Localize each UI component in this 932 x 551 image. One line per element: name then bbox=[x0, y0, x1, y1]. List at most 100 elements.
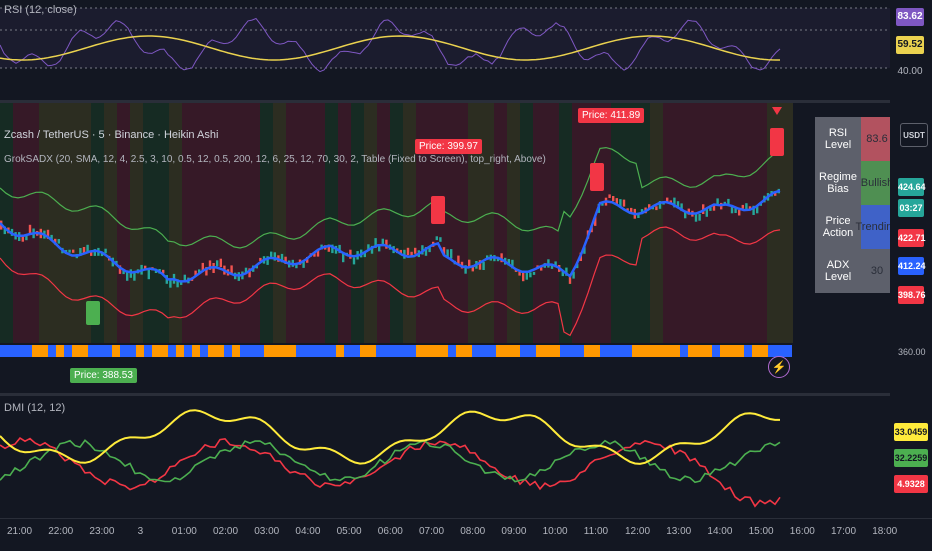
regime-strip-cell bbox=[336, 345, 344, 357]
regime-strip-cell bbox=[288, 345, 296, 357]
regime-strip-cell bbox=[24, 345, 32, 357]
regime-band bbox=[416, 103, 429, 343]
lightning-icon[interactable]: ⚡ bbox=[768, 356, 790, 378]
candle bbox=[126, 272, 129, 281]
candle bbox=[342, 252, 345, 263]
regime-strip-cell bbox=[696, 345, 704, 357]
regime-band bbox=[624, 103, 637, 343]
regime-strip-cell bbox=[8, 345, 16, 357]
rsi-level-tag: 40.00 bbox=[897, 66, 923, 77]
rsi-line bbox=[0, 17, 781, 73]
time-tick: 21:00 bbox=[7, 526, 33, 537]
regime-strip-cell bbox=[312, 345, 320, 357]
candle bbox=[3, 226, 6, 235]
time-tick: 07:00 bbox=[419, 526, 445, 537]
pane-separator[interactable] bbox=[0, 100, 932, 103]
regime-band bbox=[13, 103, 26, 343]
regime-strip-cell bbox=[272, 345, 280, 357]
candle bbox=[478, 260, 482, 270]
dmi-legend[interactable]: DMI (12, 12) bbox=[4, 402, 66, 414]
rsi-legend[interactable]: RSI (12, close) bbox=[4, 4, 77, 16]
candle bbox=[244, 267, 248, 273]
sell-price-label: Price: 399.97 bbox=[415, 139, 482, 154]
main-chart-pane[interactable]: Zcash / TetherUS · 5 · Binance · Heikin … bbox=[0, 103, 932, 393]
candle bbox=[424, 247, 428, 256]
regime-strip-cell bbox=[736, 345, 744, 357]
regime-band bbox=[546, 103, 559, 343]
candle bbox=[259, 257, 262, 262]
regime-strip-cell bbox=[552, 345, 560, 357]
table-row: RSI Level 83.6 bbox=[815, 117, 893, 161]
table-key: ADX Level bbox=[815, 249, 861, 293]
regime-strip-cell bbox=[64, 345, 72, 357]
candle bbox=[118, 265, 122, 274]
time-tick: 14:00 bbox=[707, 526, 733, 537]
candle bbox=[414, 247, 417, 254]
buy-price-label: Price: 388.53 bbox=[70, 368, 137, 383]
time-tick: 02:00 bbox=[213, 526, 239, 537]
regime-strip-cell bbox=[296, 345, 304, 357]
candle bbox=[147, 269, 150, 280]
candle bbox=[349, 249, 352, 259]
candle bbox=[748, 206, 752, 210]
candle bbox=[752, 205, 755, 215]
candle bbox=[730, 205, 734, 214]
candle bbox=[352, 257, 356, 265]
lower-band-line bbox=[0, 226, 781, 337]
regime-band bbox=[663, 103, 676, 343]
time-tick: 06:00 bbox=[377, 526, 403, 537]
regime-strip-cell bbox=[88, 345, 96, 357]
regime-strip-cell bbox=[224, 345, 232, 357]
candle bbox=[104, 248, 107, 254]
regime-strip-cell bbox=[448, 345, 456, 357]
candle bbox=[129, 269, 132, 278]
rsi-value-tag: 83.62 bbox=[896, 8, 924, 26]
candle bbox=[374, 238, 377, 248]
time-tick: 11:00 bbox=[583, 526, 609, 537]
regime-strip-cell bbox=[488, 345, 496, 357]
regime-strip-cell bbox=[616, 345, 624, 357]
regime-band bbox=[689, 103, 702, 343]
regime-strip-cell bbox=[416, 345, 424, 357]
table-key: RSI Level bbox=[815, 117, 861, 161]
candle bbox=[500, 253, 503, 263]
price-axis-tag: 422.71 bbox=[898, 229, 926, 247]
regime-strip-cell bbox=[256, 345, 264, 357]
candle bbox=[532, 271, 536, 275]
candle bbox=[100, 252, 104, 257]
regime-band bbox=[468, 103, 481, 343]
candle bbox=[637, 213, 640, 218]
regime-band bbox=[442, 103, 455, 343]
regime-band bbox=[754, 103, 767, 343]
regime-band bbox=[520, 103, 533, 343]
regime-strip-cell bbox=[664, 345, 672, 357]
time-axis[interactable]: 21:00 22:00 23:00 3 01:00 02:00 03:00 04:00 05:0… bbox=[0, 518, 932, 551]
basis-line bbox=[0, 189, 781, 283]
main-plot bbox=[0, 103, 793, 357]
regime-band bbox=[351, 103, 364, 343]
candle bbox=[738, 209, 741, 216]
currency-button[interactable]: USDT bbox=[900, 123, 928, 147]
regime-band bbox=[208, 103, 221, 343]
rsi-pane[interactable]: RSI (12, close) bbox=[0, 0, 932, 100]
candle bbox=[774, 192, 777, 196]
indicator-legend[interactable]: GrokSADX (20, SMA, 12, 4, 2.5, 3, 10, 0.… bbox=[4, 154, 546, 165]
table-row: Price Action Trending bbox=[815, 205, 899, 249]
candle bbox=[57, 239, 60, 244]
symbol-title[interactable]: Zcash / TetherUS · 5 · Binance · Heikin … bbox=[4, 129, 219, 141]
pane-separator[interactable] bbox=[0, 393, 932, 396]
regime-strip-cell bbox=[384, 345, 392, 357]
candle bbox=[176, 279, 179, 288]
candle bbox=[93, 249, 96, 256]
candle bbox=[615, 198, 618, 204]
candle bbox=[601, 202, 604, 206]
table-row: ADX Level 30 bbox=[815, 249, 893, 293]
dmi-pane[interactable]: DMI (12, 12) bbox=[0, 396, 932, 518]
regime-strip-cell bbox=[520, 345, 528, 357]
candle bbox=[622, 199, 626, 207]
regime-strip-cell bbox=[632, 345, 640, 357]
candle bbox=[248, 268, 251, 278]
regime-band bbox=[247, 103, 260, 343]
regime-strip-cell bbox=[584, 345, 592, 357]
regime-band bbox=[598, 103, 611, 343]
